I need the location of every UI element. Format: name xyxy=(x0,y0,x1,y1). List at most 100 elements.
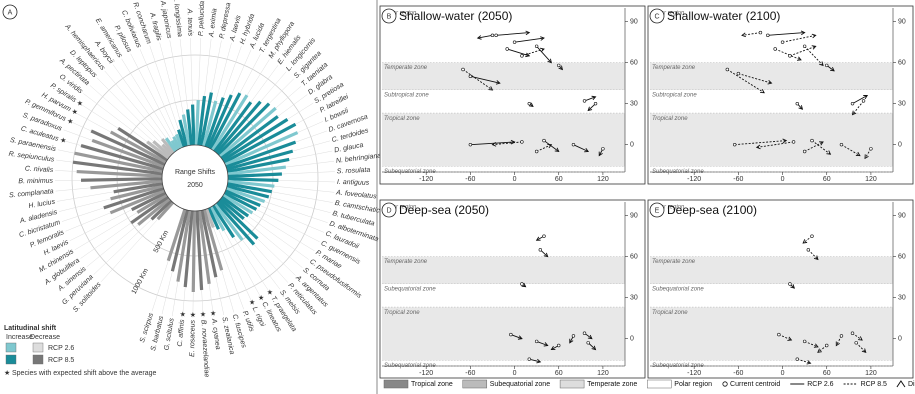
x-tick-label: -60 xyxy=(465,176,475,183)
zone-label: Temperate zone xyxy=(652,259,696,265)
guide xyxy=(243,218,303,268)
x-tick-label: 60 xyxy=(823,176,831,183)
guide xyxy=(211,40,222,93)
centroid xyxy=(520,54,524,58)
arrow-head xyxy=(861,348,867,353)
guide xyxy=(252,212,315,252)
guide xyxy=(96,77,163,145)
centroid xyxy=(468,142,473,147)
bar xyxy=(103,186,165,210)
star: ★ xyxy=(200,311,206,319)
species-label: H. lucius xyxy=(28,199,56,210)
shift-arrow xyxy=(510,334,523,340)
y-tick-label: 0 xyxy=(898,336,902,343)
bar xyxy=(227,177,279,182)
arrow-head xyxy=(802,239,808,244)
species-label: A. cyanea xyxy=(210,317,221,350)
arrow-head xyxy=(830,67,835,72)
x-tick-label: 60 xyxy=(555,370,563,377)
guide xyxy=(223,45,242,98)
x-tick-label: -120 xyxy=(687,370,701,377)
legend-rcp: RCP 2.6 xyxy=(48,345,74,352)
shift-arrow xyxy=(852,332,863,341)
center-circle xyxy=(161,144,229,212)
arrow-head xyxy=(476,35,482,40)
arrow-head xyxy=(811,45,817,50)
shift-arrow xyxy=(804,340,819,348)
guide xyxy=(260,71,287,102)
shift-arrow xyxy=(462,69,493,91)
guide xyxy=(204,38,212,97)
panel-title: Deep-sea (2100) xyxy=(667,203,757,217)
arrow-head xyxy=(806,360,812,365)
y-tick-label: 0 xyxy=(630,142,634,149)
guide xyxy=(231,49,252,96)
zone-label: Polar region xyxy=(652,205,685,211)
guide xyxy=(56,159,74,163)
zone-label: Subequatorial zone xyxy=(384,287,436,293)
guide xyxy=(56,191,114,202)
centroid xyxy=(542,138,546,143)
arrow-head xyxy=(488,86,494,91)
shift-arrow xyxy=(529,358,541,363)
guide xyxy=(268,196,331,213)
star: ★ xyxy=(210,310,216,318)
species-label: A. eximia xyxy=(208,8,218,39)
bar xyxy=(224,189,261,207)
y-tick-label: 30 xyxy=(630,101,638,108)
centroid xyxy=(509,332,513,337)
centroid xyxy=(839,142,844,147)
star: ★ xyxy=(249,298,255,306)
zone-band xyxy=(650,113,893,167)
arrow-head xyxy=(550,345,556,351)
bar xyxy=(190,104,196,146)
bar xyxy=(204,208,215,229)
shift-arrow xyxy=(514,37,545,43)
bar xyxy=(207,207,220,230)
shift-arrow xyxy=(775,48,802,61)
guide xyxy=(218,229,254,306)
panel-title: Deep-sea (2050) xyxy=(399,203,489,217)
arrow-head xyxy=(598,151,603,157)
arrow-head xyxy=(790,284,796,289)
arrow-head xyxy=(767,80,773,85)
bar xyxy=(225,187,266,203)
bar xyxy=(202,209,224,271)
legend-decrease: Decrease xyxy=(30,334,60,341)
arrow-head xyxy=(569,338,574,344)
guide xyxy=(297,121,324,133)
bar xyxy=(178,119,189,147)
x-tick-label: -60 xyxy=(465,370,475,377)
shift-arrow xyxy=(496,32,530,36)
bar xyxy=(215,100,262,154)
guide xyxy=(233,237,272,296)
bar xyxy=(206,94,233,149)
center-year: 2050 xyxy=(187,182,203,189)
centroid xyxy=(586,341,590,345)
arrow-head xyxy=(521,282,527,288)
centroid xyxy=(810,234,814,238)
zone-label: Polar region xyxy=(652,11,685,17)
legend-label: Direction xyxy=(908,381,915,388)
bar xyxy=(220,115,279,160)
guide xyxy=(281,171,335,175)
bar xyxy=(226,149,294,171)
centroid xyxy=(795,357,799,361)
arrow-head xyxy=(760,89,765,94)
centroid xyxy=(758,30,763,35)
species-label: I. antiguus xyxy=(337,179,370,187)
zone-band xyxy=(382,256,625,284)
guide xyxy=(55,170,77,172)
arrow-head xyxy=(851,110,857,116)
legend-star-icon: ★ xyxy=(4,369,10,377)
guide xyxy=(151,260,169,312)
zone-band xyxy=(382,284,625,308)
shift-arrow xyxy=(778,334,792,341)
guide xyxy=(275,86,302,109)
guide xyxy=(169,40,184,115)
zone-band xyxy=(382,202,625,257)
centroid xyxy=(736,71,741,76)
guide xyxy=(213,227,244,310)
y-tick-label: 30 xyxy=(898,295,906,302)
shift-arrow xyxy=(536,144,552,152)
